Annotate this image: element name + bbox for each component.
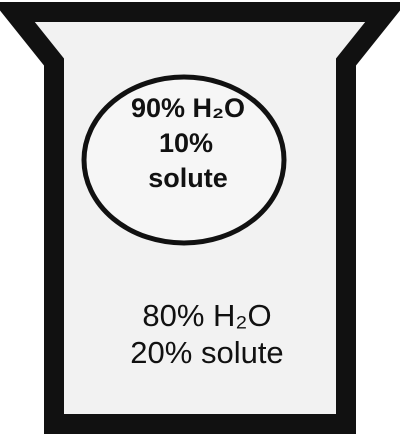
beaker-label: 20% solute [130, 335, 283, 370]
beaker-label: 80% H₂O [142, 298, 271, 333]
cell [81, 74, 287, 246]
cell-label: solute [148, 163, 228, 193]
cell-label: 90% H₂O [131, 93, 245, 123]
cell-label: 10% [159, 128, 213, 158]
